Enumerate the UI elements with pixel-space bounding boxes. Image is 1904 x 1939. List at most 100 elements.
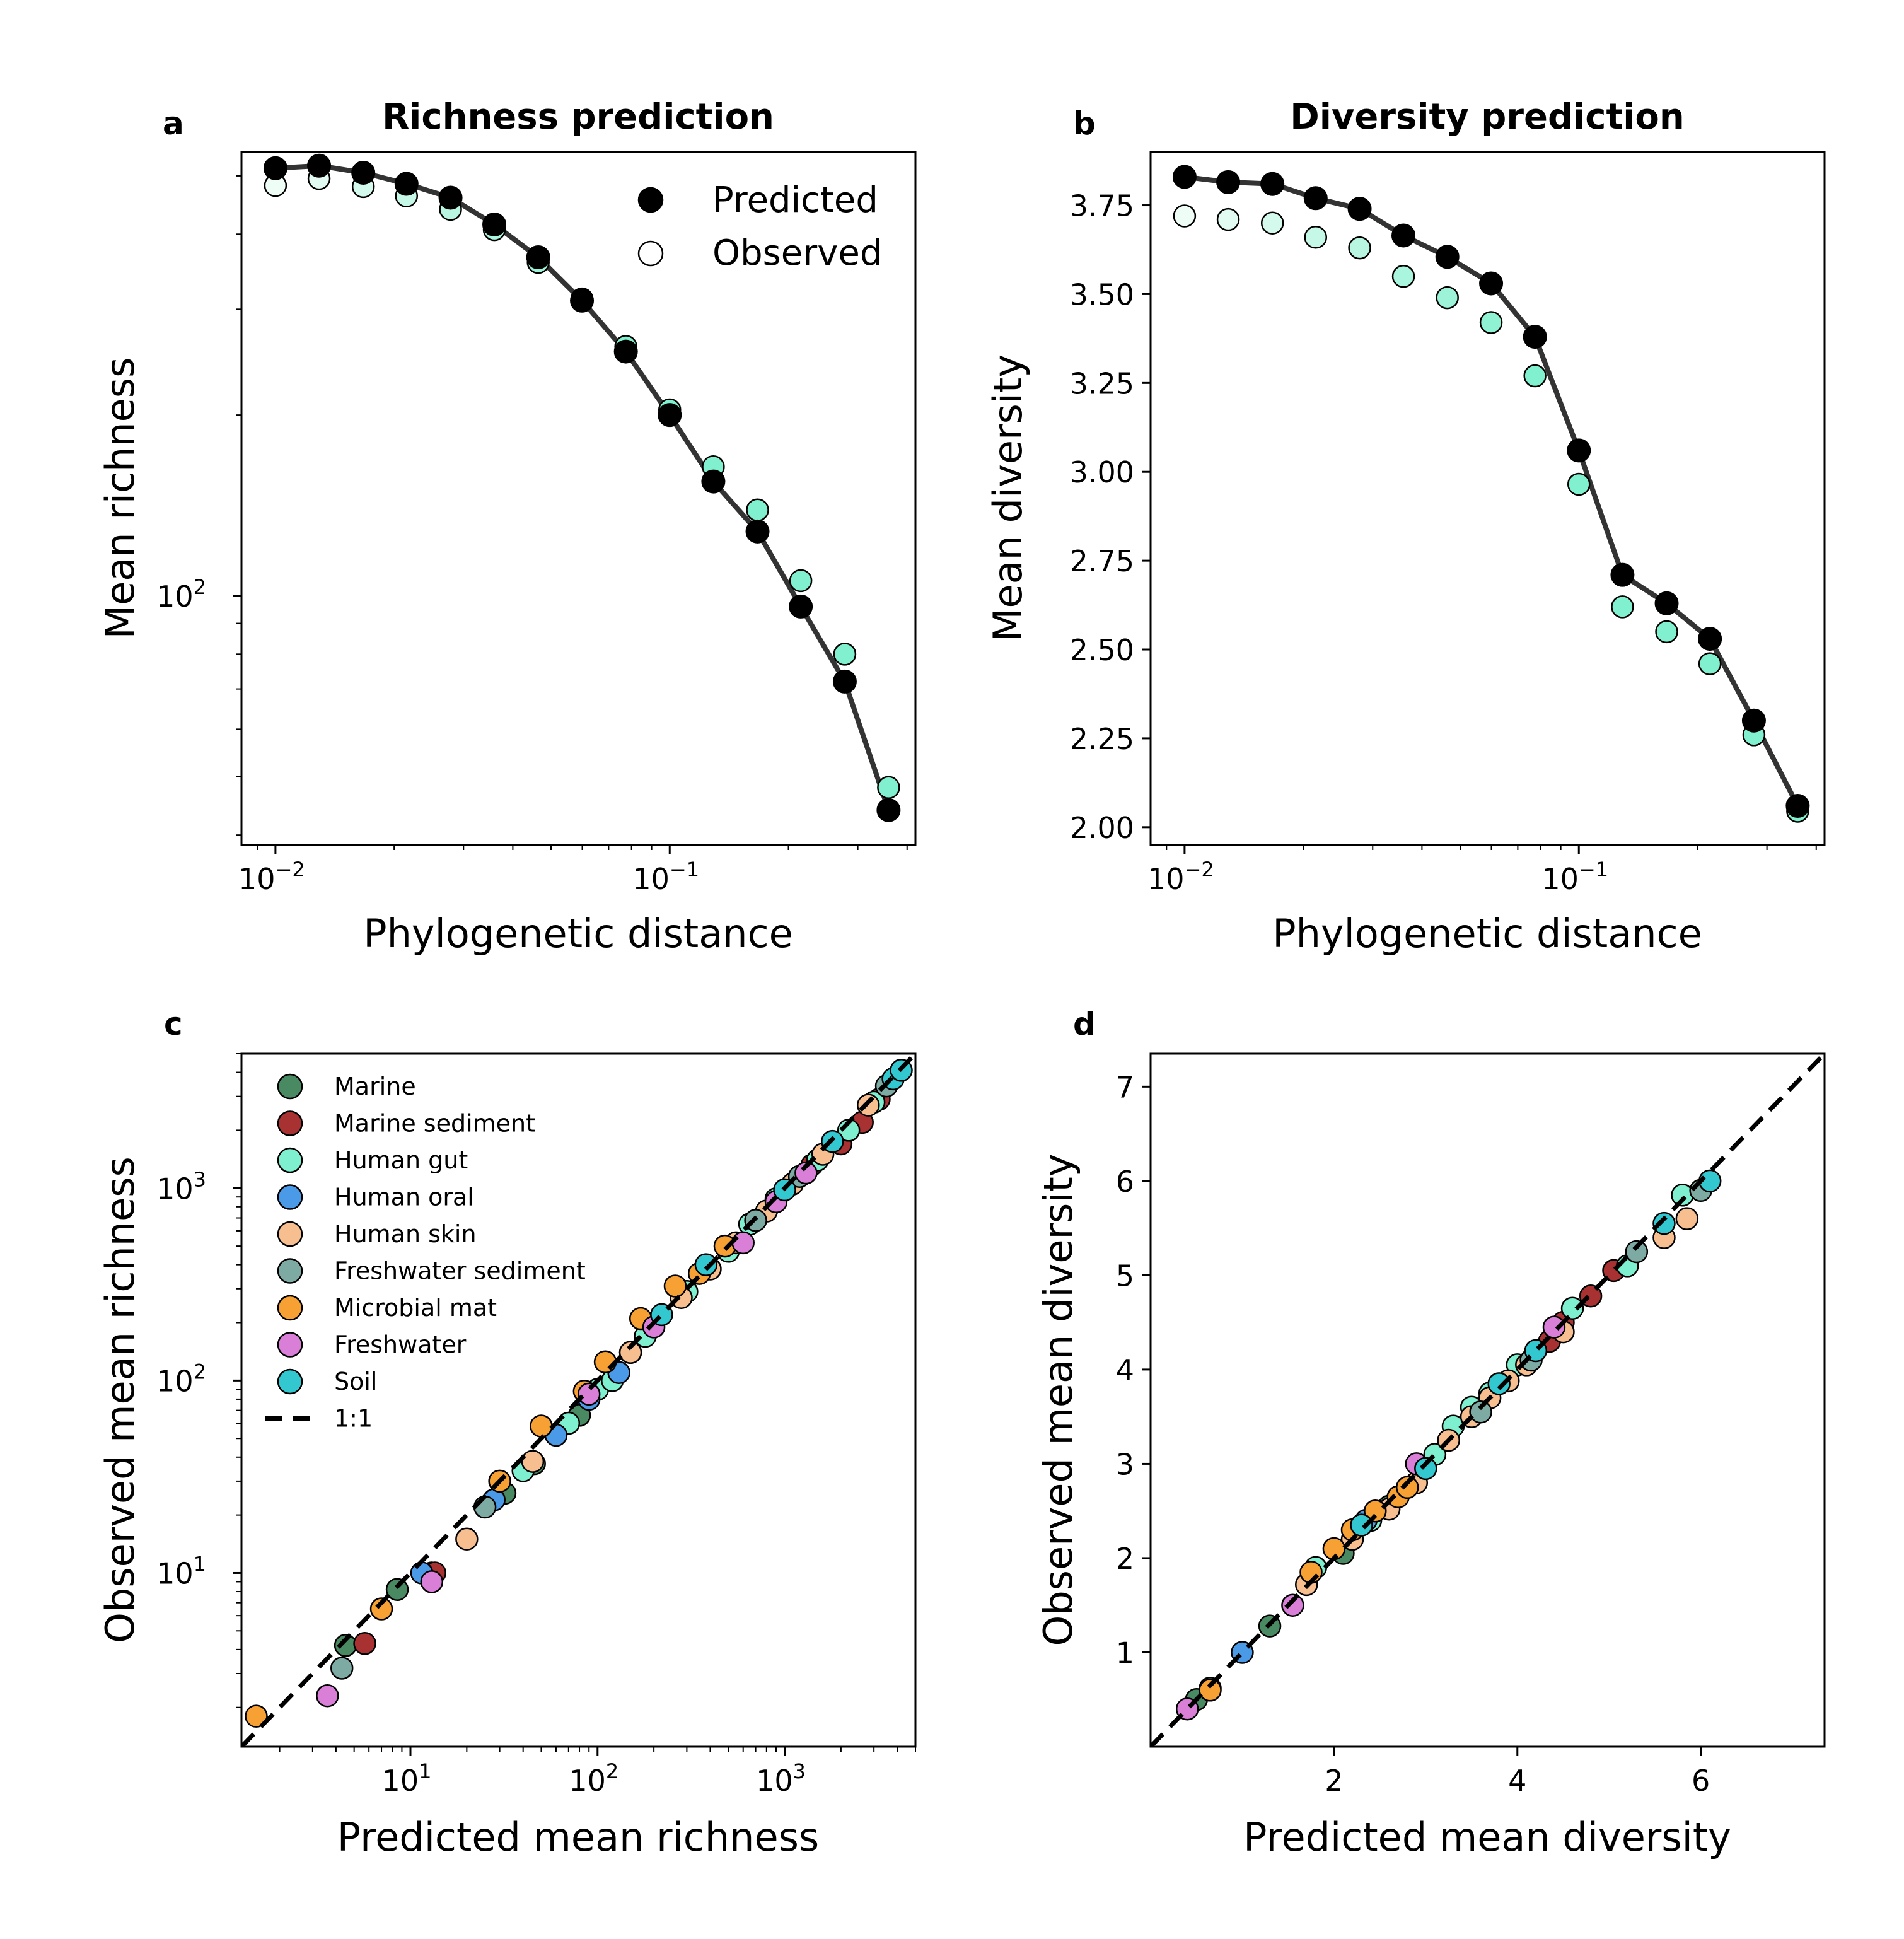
predicted-point [1260,172,1285,196]
x-tick-label: 10−2 [238,858,305,896]
scatter-point [330,1657,354,1680]
panel-b-xlabel: Phylogenetic distance [1272,911,1702,957]
panel-d-ticks: 2 4 6 1 2 3 4 5 6 7 [1116,1070,1710,1798]
panel-b-title: Diversity prediction [1290,96,1685,137]
y-tick-label: 3.25 [1070,366,1134,400]
scatter-point [1281,1593,1304,1617]
scatter-point [1542,1315,1566,1339]
observed-point [1348,236,1371,260]
x-tick-label: 6 [1692,1764,1710,1798]
y-tick-label: 2.25 [1070,722,1134,756]
panel-a-ticks: 10−2 10−1 102 [156,175,908,896]
observed-point [746,498,769,521]
predicted-point [1435,245,1460,269]
x-tick-label: 2 [1325,1764,1343,1798]
panel-d: d 2 4 6 1 2 3 4 5 6 7 Predicted mean diversity Ob… [1035,1006,1826,1860]
predicted-point [701,469,726,494]
y-tick-label: 2.75 [1070,544,1134,578]
panel-letter-c: c [164,1006,183,1042]
panel-d-marks [1151,1054,1825,1747]
observed-point [877,776,900,799]
legend-label: Human gut [334,1146,468,1174]
one-to-one-line [1151,1054,1825,1747]
predicted-point [832,669,857,694]
x-tick-label: 101 [382,1759,432,1798]
panel-b-axes-frame [1149,151,1826,846]
scatter-point [1487,1372,1511,1395]
x-tick-label: 10−1 [1541,858,1608,896]
panel-b-ticks: 10−2 10−1 2.00 2.25 2.50 2.75 3.00 3.25 3.50 3.75 [1070,189,1817,896]
predicted-point [351,160,376,185]
predicted-point [1567,438,1591,463]
y-tick-label: 3 [1116,1447,1134,1481]
panel-letter-d: d [1073,1006,1096,1042]
predicted-point [394,172,419,196]
predicted-point [876,798,901,822]
scatter-point [1395,1476,1419,1499]
panel-c: c 101 102 103 101 102 103 Predicted mean rich… [97,1006,917,1860]
predicted-point [1785,794,1810,818]
x-tick-label: 4 [1508,1764,1526,1798]
legend-marker [277,1332,303,1358]
panel-letter-b: b [1073,105,1096,142]
scatter-point [1199,1679,1222,1702]
y-tick-label: 2.00 [1070,811,1134,845]
y-tick-label: 3.00 [1070,455,1134,489]
y-tick-label: 2.50 [1070,633,1134,667]
legend-one-to-one-label: 1:1 [334,1405,373,1433]
panel-d-xlabel: Predicted mean diversity [1243,1814,1731,1860]
panel-a: a Richness prediction 10−2 10−1 102 Phylog… [97,96,917,957]
legend-label: Freshwater [334,1331,467,1359]
predicted-point [307,153,332,178]
scatter-point [420,1570,444,1593]
scatter-point [1350,1513,1373,1537]
scatter-point [316,1684,339,1708]
observed-point [1391,265,1415,288]
predicted-point [1303,186,1328,211]
x-tick-label: 102 [569,1759,618,1798]
observed-point [1523,364,1547,388]
scatter-point [455,1527,479,1551]
legend-label: Microbial mat [334,1294,497,1322]
predicted-point [745,519,770,544]
legend-marker [277,1184,303,1210]
scatter-point [521,1450,545,1473]
panel-a-axes-frame [240,151,917,846]
predicted-point [789,594,813,619]
legend-label: Human oral [334,1184,474,1211]
y-tick-label: 7 [1116,1070,1134,1104]
legend-marker [277,1147,303,1173]
legend-observed-marker [637,240,664,267]
scatter-point [577,1382,601,1406]
legend-marker [277,1295,303,1321]
panel-a-ylabel: Mean richness [97,358,143,639]
y-tick-label: 5 [1116,1259,1134,1293]
scatter-point [694,1253,718,1276]
observed-point [1173,204,1197,228]
panel-c-ylabel: Observed mean richness [97,1156,143,1643]
scatter-point [618,1341,642,1365]
scatter-point [530,1414,553,1438]
predicted-point [1698,627,1722,651]
predicted-point [570,288,595,313]
scatter-point [794,1161,818,1185]
observed-point [1479,311,1503,334]
panel-a-legend: Predicted Observed [637,180,882,274]
panel-c-xlabel: Predicted mean richness [337,1814,819,1860]
observed-point [1698,652,1722,675]
x-tick-label: 10−1 [632,858,699,896]
y-tick-label: 101 [156,1552,206,1590]
legend-marker [277,1110,303,1136]
legend-marker [277,1221,303,1247]
panel-b-ylabel: Mean diversity [985,354,1031,642]
scatter-point [1652,1211,1676,1235]
predicted-point [1391,223,1416,248]
observed-point [1567,472,1591,496]
panel-d-axes-frame [1149,1052,1826,1748]
y-tick-label: 3.50 [1070,277,1134,312]
panel-c-axes-frame [240,1052,917,1748]
legend-label: Marine [334,1073,416,1100]
observed-point [1655,620,1678,644]
predicted-point [1479,271,1504,296]
scatter-point [353,1632,376,1655]
